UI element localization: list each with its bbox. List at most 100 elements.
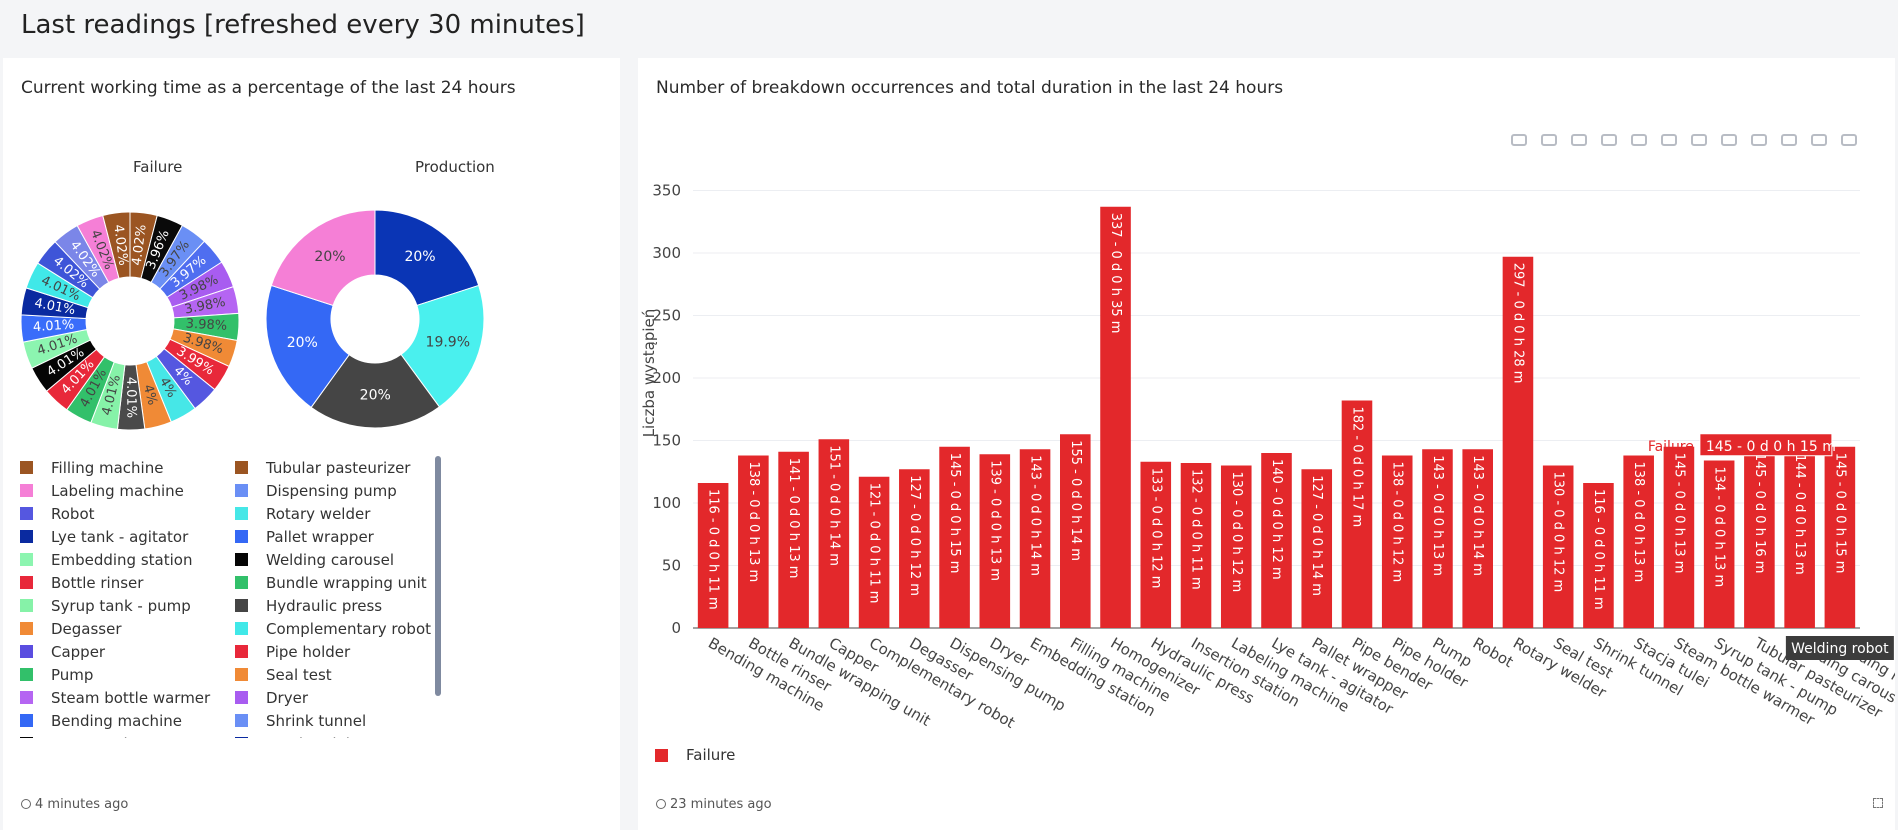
bar[interactable] <box>1019 449 1051 628</box>
legend-item[interactable]: Embedding station <box>20 548 230 571</box>
legend-swatch <box>20 691 33 704</box>
last-updated: 4 minutes ago <box>21 797 128 812</box>
bar[interactable] <box>1180 463 1212 628</box>
legend-item[interactable]: Welding carousel <box>235 548 440 571</box>
legend-item[interactable]: Shrink tunnel <box>235 709 440 732</box>
pan-icon[interactable] <box>1568 130 1592 152</box>
hover-closest-icon[interactable] <box>1808 130 1832 152</box>
legend-item[interactable]: Hydraulic press <box>235 594 440 617</box>
bar[interactable] <box>1542 465 1574 629</box>
y-tick-label: 300 <box>652 244 681 262</box>
bar-value-label: 182 - 0 d 0 h 17 m <box>1349 407 1364 528</box>
y-tick-label: 150 <box>652 432 681 450</box>
camera-icon[interactable] <box>1508 130 1532 152</box>
bar[interactable] <box>1381 455 1413 629</box>
box-select-icon[interactable] <box>1598 130 1622 152</box>
zoom-icon[interactable] <box>1538 130 1562 152</box>
bar[interactable] <box>1140 461 1172 628</box>
production-pie-slice[interactable] <box>310 353 441 429</box>
legend-swatch <box>235 530 248 543</box>
bar[interactable] <box>1663 446 1695 628</box>
bar[interactable] <box>1462 449 1493 628</box>
bar[interactable] <box>1744 446 1775 628</box>
legend-item[interactable]: Steam bottle warmer <box>20 686 230 709</box>
legend-label: Complementary robot <box>266 619 432 638</box>
bar-value-label: 138 - 0 d 0 h 13 m <box>746 462 761 583</box>
bar-value-label: 130 - 0 d 0 h 12 m <box>1229 472 1244 593</box>
bar-value-label: 155 - 0 d 0 h 14 m <box>1068 440 1083 561</box>
legend-item[interactable]: Seal test <box>235 663 440 686</box>
lasso-icon[interactable] <box>1628 130 1652 152</box>
bar[interactable] <box>1341 400 1373 629</box>
production-pie-slice[interactable] <box>270 209 376 307</box>
bar[interactable] <box>939 446 970 628</box>
spike-icon[interactable] <box>1778 130 1802 152</box>
bar[interactable] <box>1502 256 1534 628</box>
legend-item[interactable]: Pipe holder <box>235 640 440 663</box>
bar[interactable] <box>1100 206 1131 628</box>
bar[interactable] <box>1703 460 1735 629</box>
bar[interactable] <box>1220 465 1252 629</box>
legend-item[interactable]: Dispensing pump <box>235 479 440 502</box>
bar[interactable] <box>979 454 1011 628</box>
bar[interactable] <box>1784 448 1815 628</box>
legend-item[interactable]: Homogenizer <box>20 732 230 738</box>
zoom-in-icon[interactable] <box>1658 130 1682 152</box>
legend-swatch <box>20 668 33 681</box>
bar[interactable] <box>1301 469 1333 628</box>
legend-item[interactable]: Syrup tank - pump <box>20 594 230 617</box>
bar[interactable] <box>818 439 850 628</box>
bar[interactable] <box>738 455 769 629</box>
legend-item[interactable]: Rotary welder <box>235 502 440 525</box>
legend-swatch <box>235 461 248 474</box>
bar[interactable] <box>1583 483 1614 628</box>
bar-value-label: 127 - 0 d 0 h 14 m <box>1309 475 1324 596</box>
reset-icon[interactable] <box>1748 130 1772 152</box>
legend-item[interactable]: Tubular pasteurizer <box>235 456 440 479</box>
legend-item[interactable]: Bottle rinser <box>20 571 230 594</box>
y-axis-label: Liczba wystąpień <box>640 309 658 438</box>
autoscale-icon[interactable] <box>1718 130 1742 152</box>
legend-item[interactable]: Pump <box>20 663 230 686</box>
legend-item[interactable]: Stacja tulei <box>235 732 440 738</box>
bar[interactable] <box>1060 434 1091 628</box>
legend-item[interactable]: Dryer <box>235 686 440 709</box>
legend-item[interactable]: Lye tank - agitator <box>20 525 230 548</box>
legend-item[interactable]: Degasser <box>20 617 230 640</box>
bar[interactable] <box>778 451 809 628</box>
legend-label: Lye tank - agitator <box>51 527 189 546</box>
production-pie-slice[interactable] <box>265 284 350 409</box>
legend-item[interactable]: Labeling machine <box>20 479 230 502</box>
bar[interactable] <box>858 476 890 628</box>
bar[interactable] <box>1623 455 1654 629</box>
bar-legend[interactable]: Failure <box>655 746 735 764</box>
pie-legend: Filling machine Labeling machine Robot Lye … <box>20 456 440 738</box>
bar[interactable] <box>697 483 729 628</box>
zoom-out-icon[interactable] <box>1688 130 1712 152</box>
legend-scrollbar[interactable] <box>435 456 441 696</box>
bar[interactable] <box>1422 449 1453 628</box>
bar-value-label: 116 - 0 d 0 h 11 m <box>706 489 721 610</box>
legend-item[interactable]: Complementary robot <box>235 617 440 640</box>
bar[interactable] <box>1261 453 1292 628</box>
bar-value-label: 140 - 0 d 0 h 12 m <box>1269 459 1284 580</box>
production-pie-slice[interactable] <box>374 209 480 307</box>
legend-item[interactable]: Bending machine <box>20 709 230 732</box>
production-pie-slice[interactable] <box>400 284 485 408</box>
failure-pie-slice[interactable] <box>102 211 131 280</box>
legend-item[interactable]: Pallet wrapper <box>235 525 440 548</box>
y-tick-label: 100 <box>652 494 681 512</box>
last-updated-text: 4 minutes ago <box>35 797 129 812</box>
last-updated-text: 23 minutes ago <box>670 797 772 812</box>
legend-item[interactable]: Bundle wrapping unit <box>235 571 440 594</box>
bar[interactable] <box>899 469 930 628</box>
legend-item[interactable]: Capper <box>20 640 230 663</box>
failure-pie-slice-label: 4.01% <box>33 296 76 318</box>
legend-label: Pipe holder <box>266 642 351 661</box>
hover-compare-icon[interactable] <box>1838 130 1862 152</box>
expand-icon[interactable] <box>1873 798 1883 808</box>
bar[interactable] <box>1824 446 1856 628</box>
legend-item[interactable]: Robot <box>20 502 230 525</box>
legend-item[interactable]: Filling machine <box>20 456 230 479</box>
production-pie-slice-label: 20% <box>360 387 391 403</box>
